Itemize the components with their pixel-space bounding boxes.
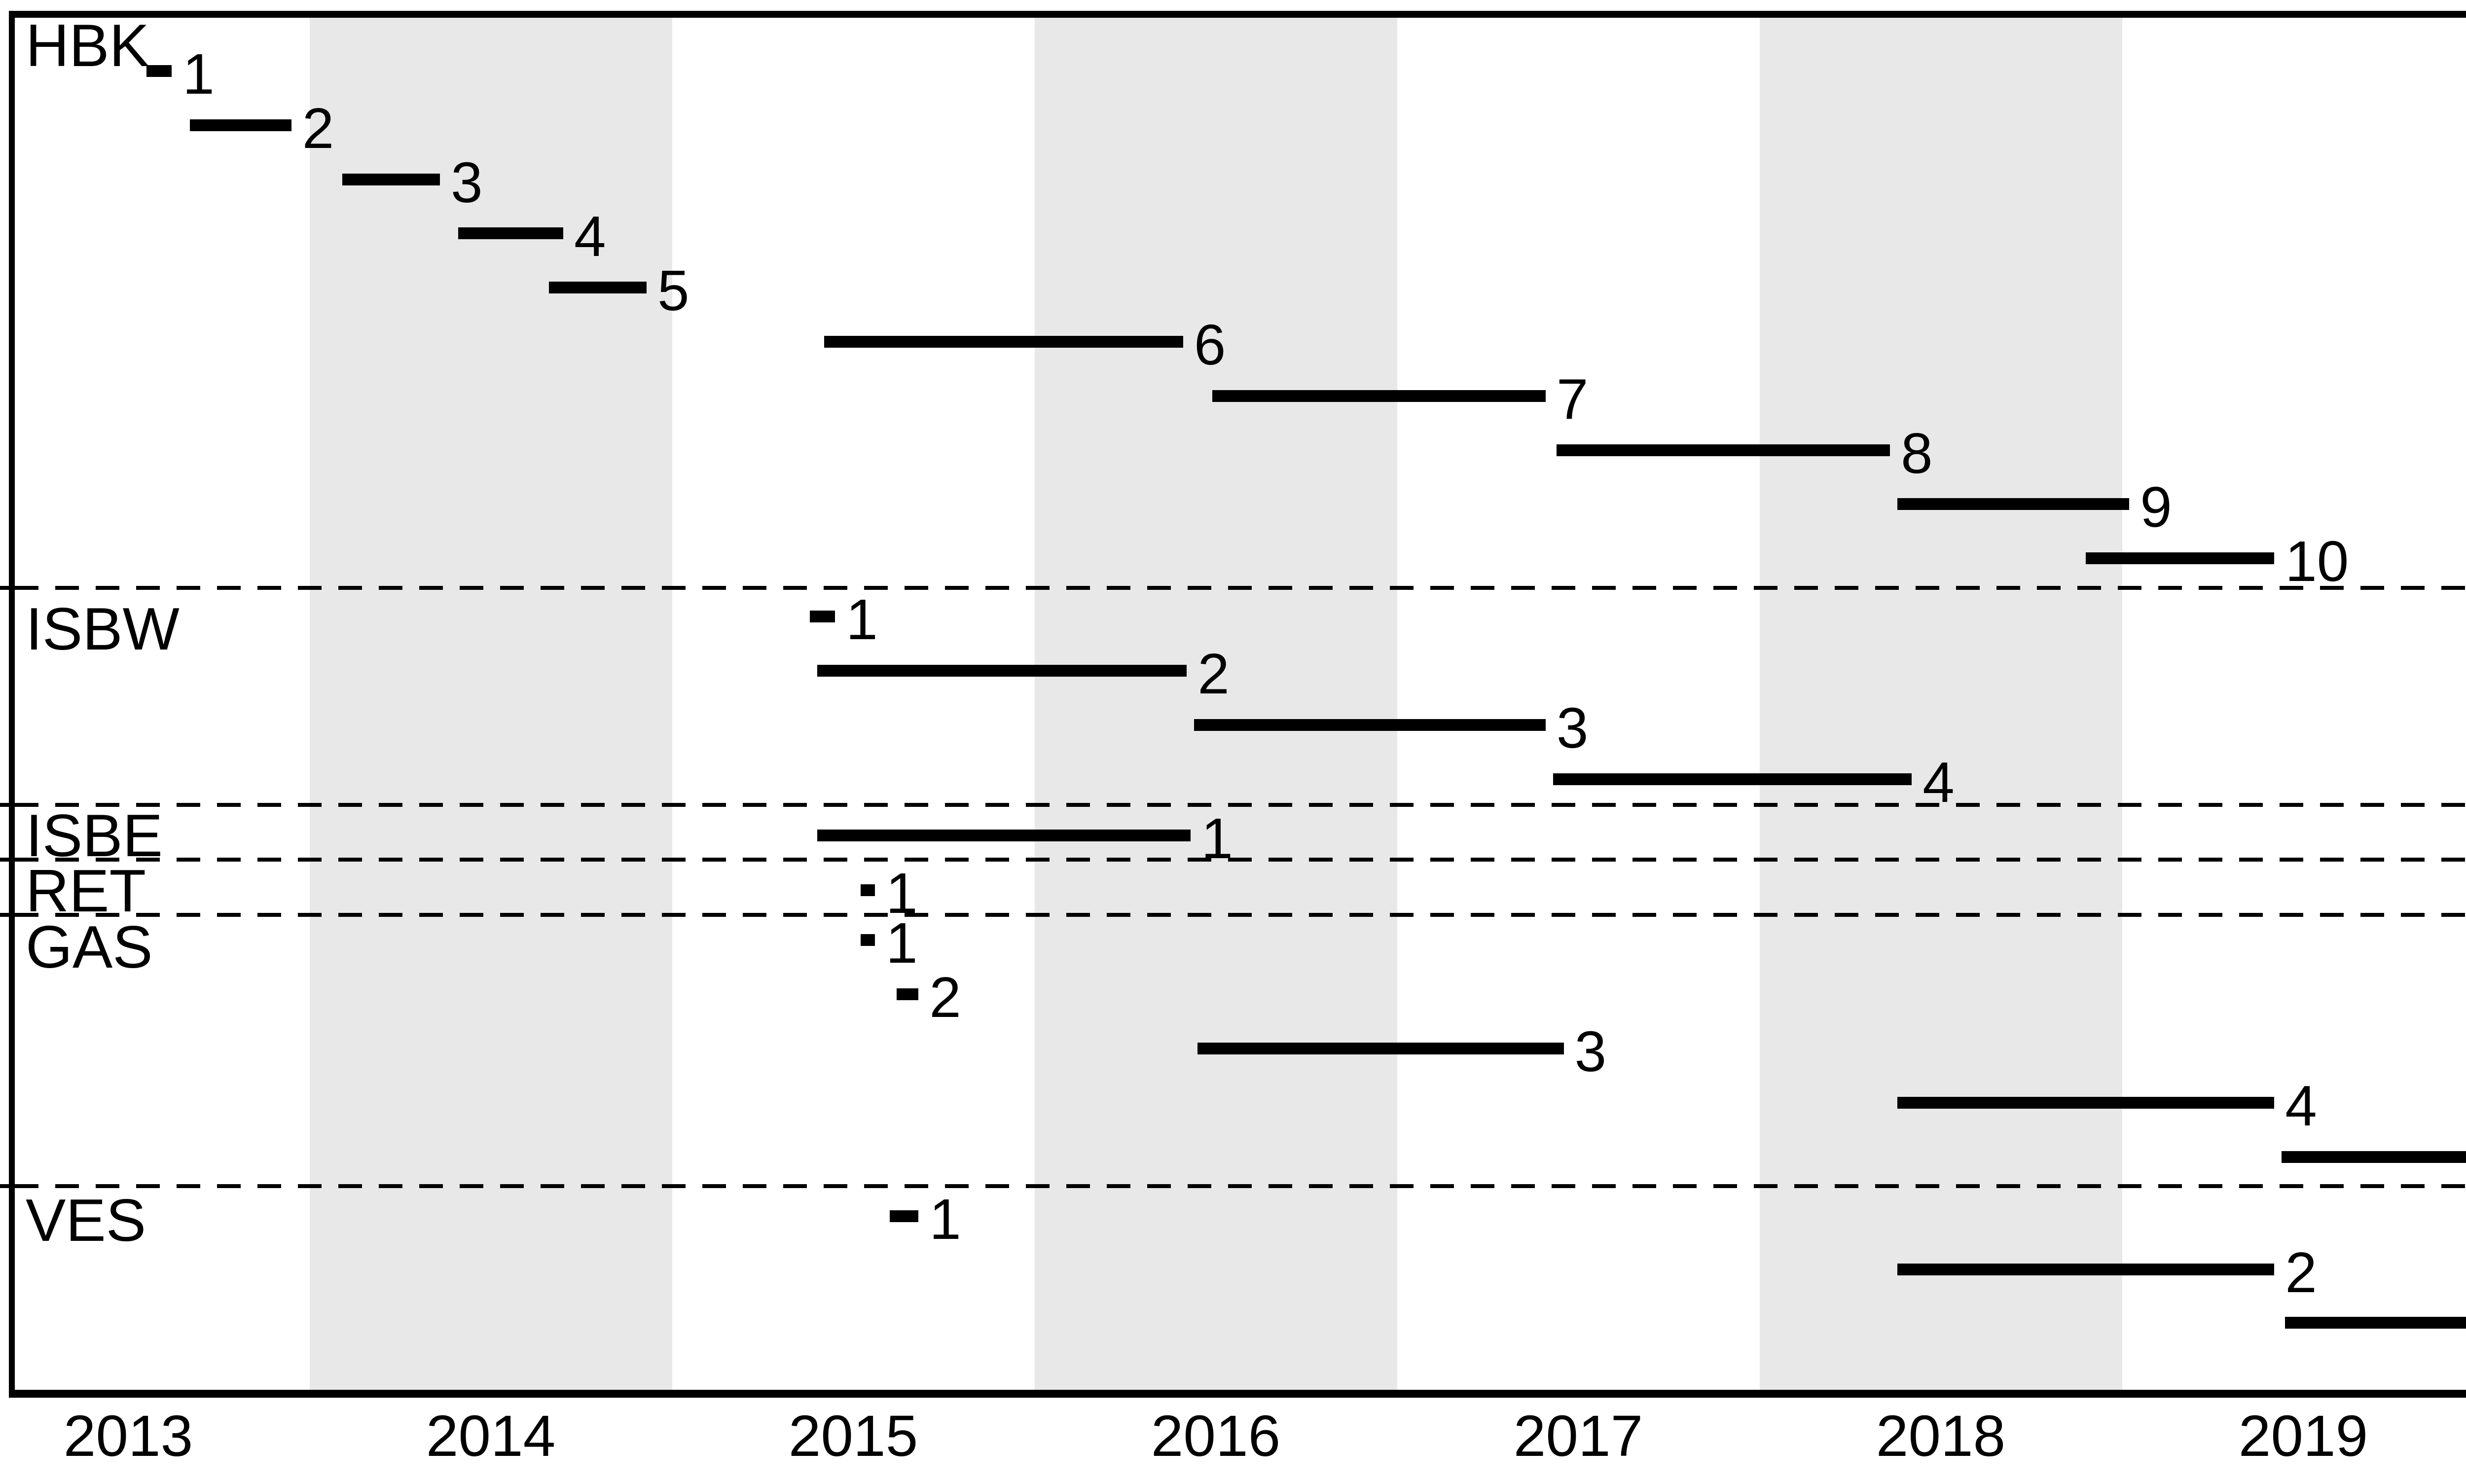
group-divider-line [15, 803, 2466, 807]
segment-bar [1897, 1097, 2275, 1109]
segment-label: 2 [302, 96, 334, 160]
segment-label: 1 [929, 1187, 961, 1251]
segment-label: 4 [2285, 1074, 2317, 1138]
group-label-gas: GAS [26, 913, 153, 980]
segment-bar [1897, 498, 2130, 510]
segment-bar [860, 934, 875, 946]
segment-label: 1 [182, 42, 215, 106]
x-tick-label-2019: 2019 [2238, 1404, 2368, 1469]
axis-tick [0, 586, 9, 590]
axis-tick [0, 858, 9, 862]
segment-bar [897, 988, 919, 1000]
segment-bar [817, 830, 1191, 841]
segment-label: 3 [1556, 696, 1589, 760]
segment-bar [1212, 390, 1546, 402]
plot-border-and-x-axis-line [9, 11, 2466, 1398]
segment-bar [1897, 1264, 2275, 1275]
x-tick-label-2018: 2018 [1876, 1404, 2006, 1469]
group-divider-line [15, 586, 2466, 590]
group-divider-line [15, 858, 2466, 862]
axis-tick [0, 1184, 9, 1188]
x-tick-label-2015: 2015 [788, 1404, 918, 1469]
segment-label: 1 [1201, 806, 1233, 870]
segment-label: 5 [657, 258, 689, 323]
segment-label: 2 [1197, 642, 1230, 706]
axis-tick [0, 803, 9, 807]
segment-bar [860, 884, 875, 896]
segment-label: 2 [929, 965, 961, 1029]
segment-bar [548, 282, 647, 294]
segment-bar [1197, 1043, 1564, 1054]
segment-label: 9 [2140, 475, 2172, 540]
segment-bar [458, 227, 563, 240]
group-label-hbk: HBK [26, 12, 149, 79]
segment-bar [1556, 444, 1890, 456]
segment-bar [146, 65, 172, 77]
segment-label: 2 [2285, 1240, 2317, 1304]
x-tick-label-2013: 2013 [63, 1404, 193, 1469]
segment-label: 1 [886, 861, 918, 925]
segment-bar [889, 1210, 919, 1222]
group-label-isbe: ISBE [26, 802, 163, 869]
segment-bar [824, 336, 1183, 348]
segment-label: 7 [1556, 366, 1589, 431]
x-tick-label-2016: 2016 [1151, 1404, 1281, 1469]
segment-label: 10 [2285, 529, 2349, 594]
segment-label: 1 [886, 911, 918, 975]
segment-label: 3 [451, 150, 483, 215]
segment-bar [1553, 773, 1912, 785]
segment-bar [809, 611, 835, 622]
x-tick-label-2014: 2014 [426, 1404, 556, 1469]
segment-label: 4 [1922, 750, 1955, 814]
segment-label: 8 [1901, 421, 1933, 485]
group-label-isbw: ISBW [26, 595, 180, 662]
segment-bar [1194, 719, 1546, 731]
segment-label: 6 [1194, 313, 1226, 377]
axis-tick [0, 913, 9, 917]
segment-bar [2281, 1151, 2466, 1163]
group-label-ves: VES [26, 1187, 146, 1254]
segment-bar [2086, 552, 2275, 565]
group-divider-line [15, 913, 2466, 917]
group-divider-line [15, 1184, 2466, 1188]
segment-bar [817, 665, 1187, 677]
segment-label: 4 [574, 204, 606, 269]
segment-label: 1 [846, 587, 878, 652]
x-tick-label-2017: 2017 [1513, 1404, 1643, 1469]
segment-label: 3 [1574, 1019, 1607, 1084]
segment-bar [342, 173, 440, 185]
segment-bar [2285, 1317, 2466, 1329]
segment-bar [189, 119, 291, 131]
group-label-ret: RET [26, 857, 146, 924]
